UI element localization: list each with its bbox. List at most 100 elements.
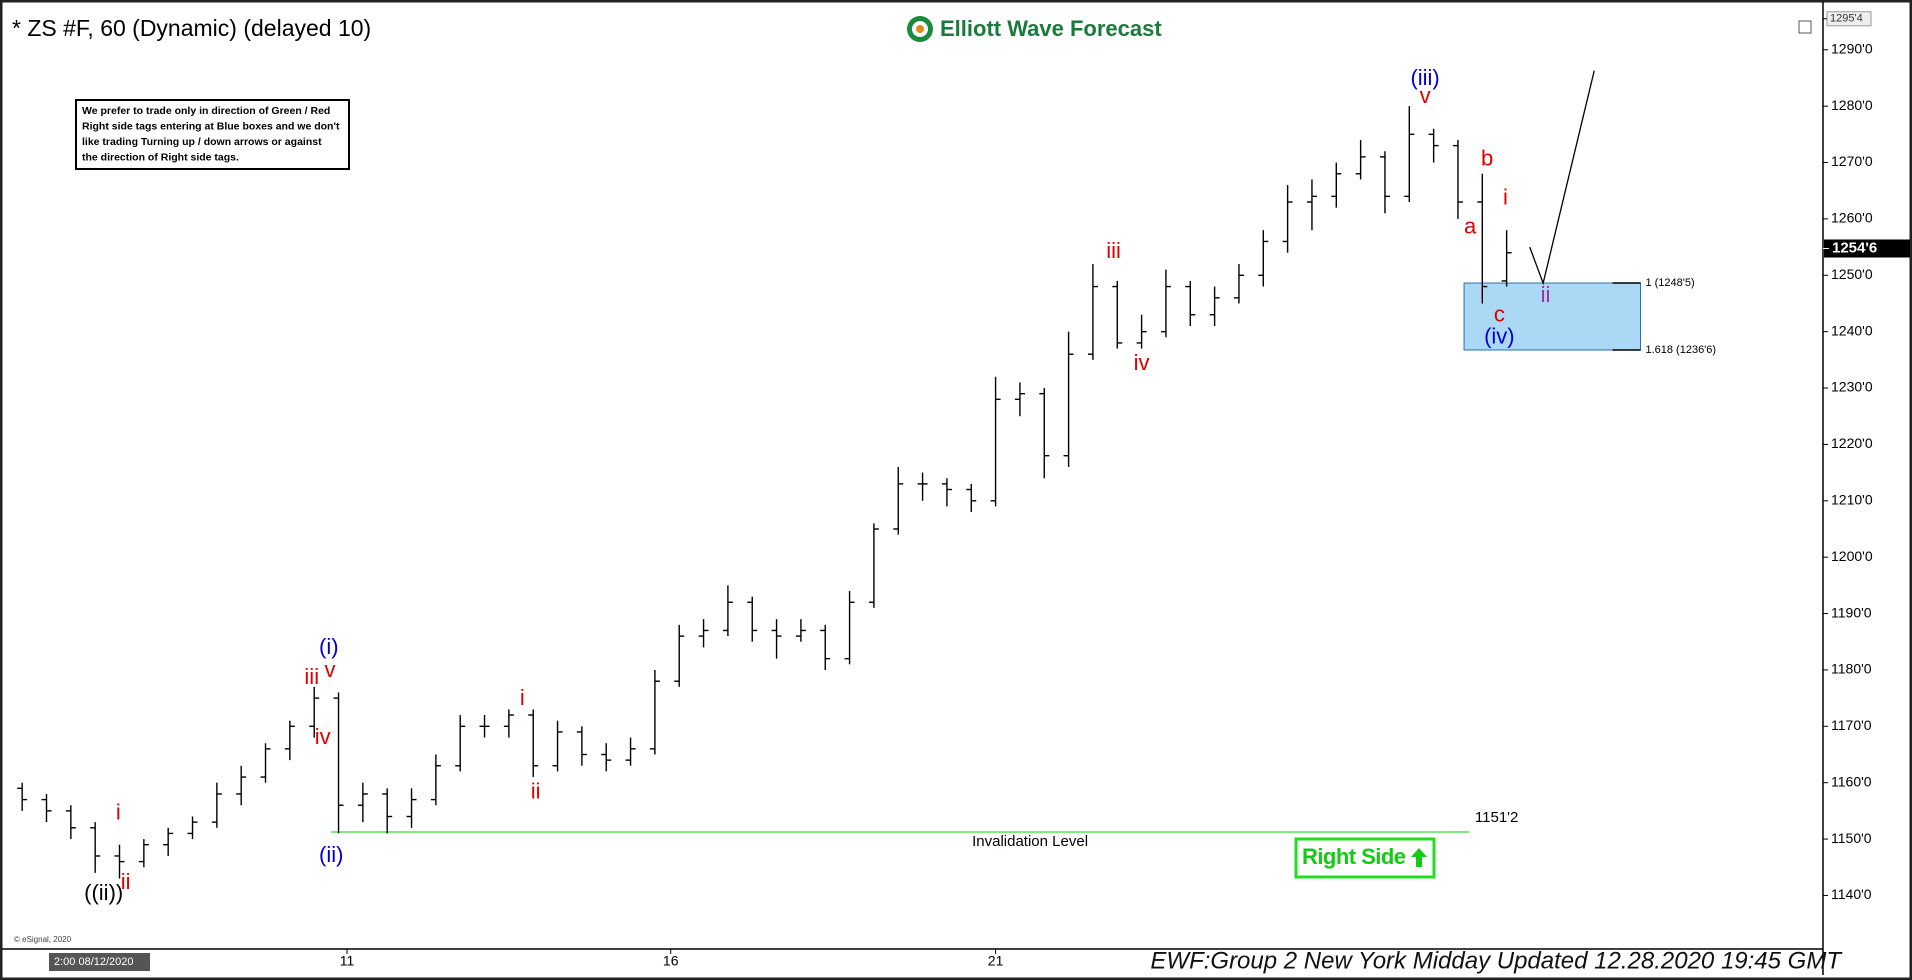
ohlc-bar	[284, 720, 295, 761]
ohlc-bar	[430, 754, 441, 806]
chart-title: * ZS #F, 60 (Dynamic) (delayed 10)	[12, 15, 371, 41]
up-arrow	[1411, 848, 1427, 867]
wave-label: iv	[1134, 350, 1150, 375]
y-tick-label: 1270'0	[1831, 153, 1873, 169]
ohlc-bar	[820, 624, 831, 670]
ohlc-bar	[236, 765, 247, 806]
fib-label: 1.618 (1236'6)	[1645, 344, 1716, 356]
invalidation-price: 1151'2	[1475, 809, 1518, 826]
ohlc-bar	[211, 782, 222, 828]
wave-label: iv	[315, 724, 331, 749]
ohlc-bar	[1233, 264, 1244, 304]
fib-label: 1 (1248'5)	[1645, 277, 1694, 289]
ohlc-bar	[1160, 269, 1171, 338]
y-tick-label: 1240'0	[1831, 322, 1873, 338]
wave-label: v	[325, 657, 336, 682]
ohlc-bar	[722, 585, 733, 637]
ohlc-bar	[1428, 128, 1439, 163]
ohlc-bar	[990, 376, 1001, 507]
ohlc-bar	[917, 472, 928, 501]
ohlc-bar	[576, 726, 587, 766]
ohlc-bar	[1404, 106, 1415, 202]
ohlc-bar	[503, 709, 514, 738]
projection-path	[1529, 70, 1595, 286]
y-tick-label: 1200'0	[1831, 548, 1873, 564]
ohlc-bar	[114, 844, 125, 879]
x-tick-label: 21	[988, 953, 1004, 969]
wave-label: (iv)	[1484, 324, 1515, 349]
wave-label: ((ii))	[84, 880, 123, 905]
ohlc-bar	[1014, 382, 1025, 417]
note-line: like trading Turning up / down arrows or…	[82, 136, 322, 148]
ohlc-bar	[528, 709, 539, 778]
fib-zone	[1463, 282, 1641, 351]
y-tick-label: 1160'0	[1831, 773, 1872, 789]
ohlc-bar	[90, 822, 101, 873]
window-icon	[1798, 20, 1812, 34]
wave-label: ii	[531, 779, 541, 804]
ohlc-bar	[1258, 230, 1269, 287]
x-tick-label: 11	[340, 953, 355, 969]
ohlc-bar	[674, 624, 685, 687]
copyright: © eSignal, 2020	[14, 935, 72, 944]
y-tick-label: 1170'0	[1831, 717, 1872, 733]
ohlc-bar	[382, 788, 393, 834]
y-tick-label: 1190'0	[1831, 604, 1872, 620]
ohlc-bar	[771, 619, 782, 659]
ohlc-bar	[1331, 162, 1342, 208]
wave-label: (i)	[319, 634, 339, 659]
ohlc-bar	[17, 782, 28, 811]
ohlc-bar	[1355, 139, 1366, 180]
ohlc-bar	[601, 743, 612, 772]
ohlc-bar	[260, 743, 271, 783]
ohlc-bar	[65, 805, 76, 840]
footer: EWF:Group 2 New York Midday Updated 12.2…	[1150, 947, 1843, 974]
start-time: 2:00 08/12/2020	[54, 956, 134, 968]
ohlc-bar	[163, 827, 174, 856]
wave-label: iii	[1106, 238, 1121, 263]
ohlc-bar	[698, 619, 709, 648]
ohlc-bar	[893, 466, 904, 535]
y-tick-label: 1210'0	[1831, 491, 1873, 507]
time-box	[49, 953, 150, 971]
y-tick-label: 1280'0	[1831, 97, 1873, 113]
ohlc-bar	[649, 669, 660, 755]
last-price-box	[1824, 239, 1910, 258]
right-side-tag	[1294, 837, 1436, 879]
ohlc-bar	[1452, 139, 1463, 219]
wave-label: v	[1420, 83, 1431, 108]
note-box	[75, 99, 350, 170]
ohlc-bar	[966, 483, 977, 513]
wave-label: c	[1494, 302, 1505, 327]
ohlc-bar	[1112, 280, 1123, 349]
note-line: We prefer to trade only in direction of …	[82, 105, 330, 117]
ohlc-bar	[333, 692, 344, 834]
ohlc-bar	[1185, 280, 1196, 327]
ohlc-bar	[1282, 185, 1293, 253]
wave-label: (ii)	[319, 842, 343, 867]
y-tick-label: 1260'0	[1831, 210, 1873, 226]
ohlc-bar	[747, 596, 758, 642]
note-line: the direction of Right side tags.	[82, 151, 239, 163]
logo-text: Elliott Wave Forecast	[940, 16, 1162, 41]
last-price-label: 1254'6	[1832, 239, 1877, 256]
wave-label: i	[520, 685, 525, 710]
ohlc-bar	[309, 686, 320, 738]
wave-label: ii	[121, 869, 131, 894]
ohlc-bar	[455, 715, 466, 772]
ohlc-bar	[1306, 179, 1317, 231]
note: We prefer to trade only in direction of …	[82, 105, 340, 164]
wave-label: a	[1464, 214, 1477, 239]
x-tick-label: 16	[663, 953, 679, 969]
ohlc-bar	[1039, 388, 1050, 479]
ohlc-bar	[941, 478, 952, 507]
wave-label: iii	[304, 664, 319, 689]
y-tick-label: 1250'0	[1831, 266, 1873, 282]
ohlc-bar	[406, 788, 417, 828]
note-line: Right side tags entering at Blue boxes a…	[82, 120, 340, 132]
axis-top-label: 1295'4	[1830, 13, 1863, 25]
ohlc-bar	[552, 720, 563, 772]
y-tick-label: 1290'0	[1831, 40, 1873, 56]
y-tick-label: 1140'0	[1831, 886, 1872, 902]
